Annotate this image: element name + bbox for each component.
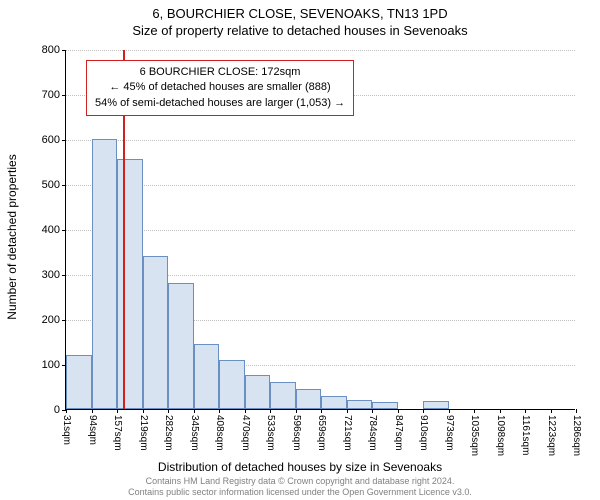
gridline [66,50,575,51]
x-tick-label: 1223sqm [546,415,557,456]
y-tick-mark [62,95,66,96]
histogram-bar [245,375,271,409]
x-tick-mark [270,409,271,413]
x-tick-label: 31sqm [61,415,72,445]
histogram-bar [372,402,398,409]
marker-annotation-box: 6 BOURCHIER CLOSE: 172sqm ← 45% of detac… [86,60,354,116]
x-tick-label: 659sqm [316,415,327,451]
x-tick-mark [245,409,246,413]
x-tick-label: 784sqm [367,415,378,451]
histogram-bar [270,382,296,409]
title-line-1: 6, BOURCHIER CLOSE, SEVENOAKS, TN13 1PD [0,0,600,21]
x-tick-mark [92,409,93,413]
x-tick-label: 219sqm [138,415,149,451]
histogram-bar [66,355,92,409]
histogram-bar [423,401,449,409]
chart-plot-area: 010020030040050060070080031sqm94sqm157sq… [65,50,575,410]
y-tick-mark [62,230,66,231]
x-tick-label: 1035sqm [469,415,480,456]
x-tick-label: 721sqm [342,415,353,451]
histogram-bar [92,139,118,409]
x-tick-mark [551,409,552,413]
x-tick-mark [219,409,220,413]
x-tick-mark [372,409,373,413]
x-tick-label: 596sqm [291,415,302,451]
x-tick-mark [66,409,67,413]
y-tick-mark [62,275,66,276]
y-tick-mark [62,50,66,51]
x-tick-mark [321,409,322,413]
annotation-line-2: ← 45% of detached houses are smaller (88… [95,80,345,95]
x-tick-mark [474,409,475,413]
x-tick-mark [117,409,118,413]
x-tick-mark [168,409,169,413]
y-tick-mark [62,320,66,321]
x-tick-mark [296,409,297,413]
figure-container: 6, BOURCHIER CLOSE, SEVENOAKS, TN13 1PD … [0,0,600,500]
x-tick-mark [194,409,195,413]
x-tick-label: 157sqm [112,415,123,451]
x-tick-label: 910sqm [418,415,429,451]
annotation-line-1: 6 BOURCHIER CLOSE: 172sqm [95,65,345,80]
x-tick-label: 470sqm [240,415,251,451]
x-tick-label: 408sqm [214,415,225,451]
x-tick-label: 533sqm [265,415,276,451]
x-tick-mark [398,409,399,413]
gridline [66,140,575,141]
x-tick-label: 847sqm [393,415,404,451]
x-tick-mark [347,409,348,413]
histogram-bar [117,159,143,409]
x-tick-mark [500,409,501,413]
histogram-bar [194,344,220,409]
histogram-bar [143,256,169,409]
histogram-bar [321,396,347,410]
x-axis-label: Distribution of detached houses by size … [0,460,600,474]
x-tick-label: 1161sqm [520,415,531,455]
histogram-bar [168,283,194,409]
title-line-2: Size of property relative to detached ho… [0,21,600,38]
footer-line-2: Contains public sector information licen… [0,487,600,498]
histogram-bar [296,389,322,409]
histogram-bar [219,360,245,410]
histogram-bar [347,400,373,409]
footer-line-1: Contains HM Land Registry data © Crown c… [0,476,600,487]
y-axis-label: Number of detached properties [5,154,19,319]
x-tick-label: 94sqm [87,415,98,445]
x-tick-mark [449,409,450,413]
x-tick-label: 1098sqm [495,415,506,456]
x-tick-label: 282sqm [163,415,174,451]
y-tick-mark [62,185,66,186]
y-tick-mark [62,140,66,141]
x-tick-label: 1286sqm [571,415,582,456]
x-tick-mark [143,409,144,413]
x-tick-mark [525,409,526,413]
x-tick-mark [576,409,577,413]
x-tick-mark [423,409,424,413]
x-tick-label: 345sqm [189,415,200,451]
x-tick-label: 973sqm [444,415,455,451]
annotation-line-3: 54% of semi-detached houses are larger (… [95,96,345,111]
footer-attribution: Contains HM Land Registry data © Crown c… [0,476,600,498]
